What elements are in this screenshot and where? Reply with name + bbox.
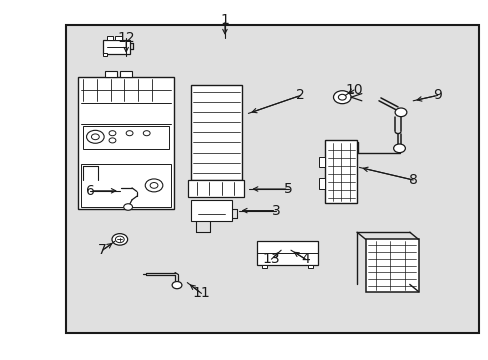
Text: 7: 7 [98, 243, 107, 257]
Bar [78, 77, 173, 209]
Circle shape [394, 108, 406, 117]
Text: 12: 12 [117, 31, 135, 45]
Circle shape [86, 130, 104, 143]
Bar [261, 265, 266, 268]
Bar [102, 40, 130, 54]
Circle shape [143, 131, 150, 136]
Text: 5: 5 [284, 182, 292, 196]
Circle shape [109, 138, 116, 143]
Text: 13: 13 [262, 252, 280, 266]
Bar [83, 126, 168, 149]
Bar [105, 71, 117, 77]
Text: 9: 9 [432, 89, 441, 102]
Circle shape [115, 236, 124, 243]
Bar [319, 157, 325, 167]
Bar [325, 140, 356, 203]
Circle shape [126, 131, 133, 136]
Bar [102, 53, 106, 56]
Bar [365, 239, 418, 292]
Circle shape [333, 91, 350, 104]
Circle shape [393, 144, 405, 153]
Bar [115, 36, 122, 40]
Circle shape [172, 282, 182, 289]
Circle shape [109, 131, 116, 136]
Bar [120, 71, 132, 77]
Text: 1: 1 [220, 13, 229, 27]
Circle shape [338, 94, 346, 100]
Bar [307, 265, 312, 268]
Bar [319, 178, 325, 189]
Text: 3: 3 [271, 204, 280, 217]
Text: 2: 2 [296, 89, 305, 102]
Text: 11: 11 [192, 287, 210, 300]
Bar [188, 180, 244, 197]
Text: 8: 8 [408, 173, 417, 187]
Circle shape [123, 204, 132, 210]
Text: 10: 10 [345, 83, 362, 97]
Text: 6: 6 [86, 184, 95, 198]
Bar [106, 36, 113, 40]
Bar [256, 241, 317, 265]
Circle shape [112, 234, 127, 245]
Circle shape [145, 179, 163, 192]
Bar [190, 85, 242, 180]
Bar [81, 164, 171, 207]
Circle shape [91, 134, 99, 140]
Bar [190, 200, 232, 221]
Text: 4: 4 [301, 252, 309, 266]
Bar [66, 25, 478, 333]
Circle shape [150, 183, 158, 188]
